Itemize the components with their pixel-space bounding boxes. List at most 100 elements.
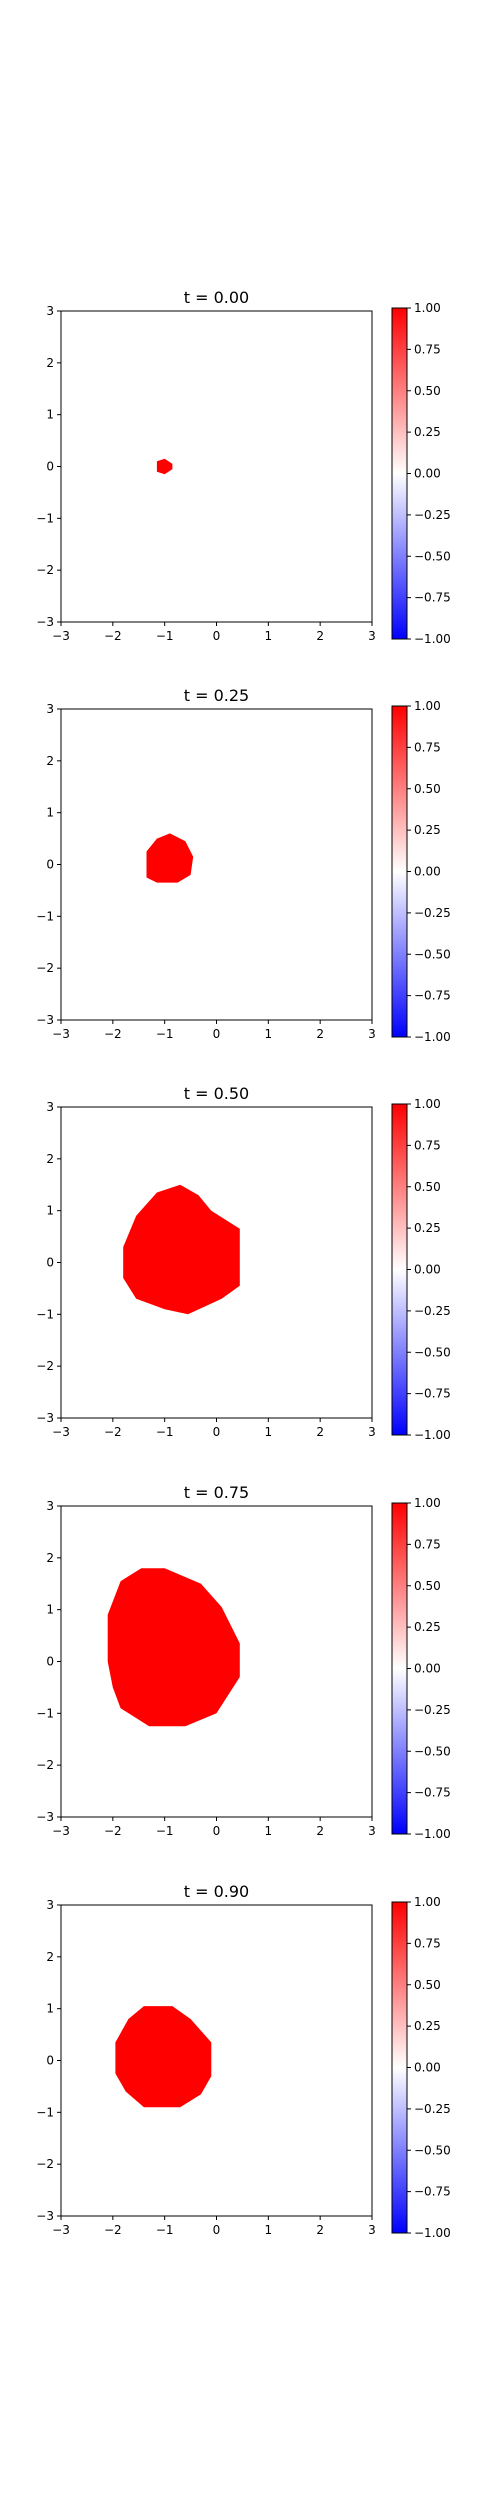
y-tick-label: 0 (46, 2054, 54, 2068)
x-tick-label: −1 (156, 629, 174, 643)
heatmap-region (115, 2006, 212, 2108)
colorbar-tick-label: 0.00 (414, 1263, 441, 1277)
y-tick-label: 2 (46, 754, 54, 768)
plot-area (61, 1905, 372, 2216)
colorbar-tick-label: −1.00 (414, 1827, 451, 1841)
x-tick-label: −3 (52, 629, 70, 643)
x-tick-label: 2 (316, 2223, 324, 2237)
y-tick-label: −1 (36, 511, 54, 525)
y-tick-label: 0 (46, 460, 54, 474)
colorbar-tick-label: 0.25 (414, 823, 441, 837)
colorbar-tick-label: 1.00 (414, 699, 441, 713)
plot-title: t = 0.50 (184, 1084, 249, 1103)
colorbar-tick-label: 0.50 (414, 1978, 441, 1992)
x-tick-label: 2 (316, 629, 324, 643)
plot-area (61, 311, 372, 622)
subplot-panel: t = 0.50 −3 −2 −1 0 1 2 3 3 2 1 0 −1 −2 −3 1.00 0.75 0.50… (36, 1084, 450, 1442)
colorbar-tick-label: −0.75 (414, 2185, 451, 2199)
plot-area (61, 709, 372, 1020)
colorbar-tick-label: 0.50 (414, 384, 441, 398)
y-tick-label: 1 (46, 408, 54, 422)
x-tick-label: 3 (368, 1425, 376, 1439)
y-tick-label: 0 (46, 1655, 54, 1669)
y-tick-label: −3 (36, 1411, 54, 1425)
x-tick-label: 2 (316, 1027, 324, 1041)
x-tick-label: −3 (52, 1425, 70, 1439)
colorbar-tick-label: 0.00 (414, 467, 441, 481)
x-tick-label: 0 (213, 629, 221, 643)
x-tick-label: 3 (368, 2223, 376, 2237)
y-tick-label: 3 (46, 1898, 54, 1912)
y-tick-label: −3 (36, 1013, 54, 1027)
y-tick-label: −1 (36, 1706, 54, 1720)
y-tick-label: 2 (46, 1950, 54, 1964)
colorbar-tick-label: −0.50 (414, 2143, 451, 2157)
colorbar-tick-label: −0.75 (414, 1786, 451, 1800)
colorbar-tick-label: −0.50 (414, 1345, 451, 1359)
heatmap-region (107, 1568, 240, 1727)
x-tick-label: −1 (156, 2223, 174, 2237)
y-tick-label: 3 (46, 304, 54, 318)
colorbar-tick-label: −1.00 (414, 1030, 451, 1044)
plot-title: t = 0.90 (184, 1882, 249, 1901)
y-tick-label: −3 (36, 615, 54, 629)
colorbar-tick-label: −0.75 (414, 989, 451, 1003)
colorbar-tick-label: 0.50 (414, 782, 441, 796)
y-tick-label: 1 (46, 1204, 54, 1218)
colorbar-tick-label: 0.25 (414, 425, 441, 439)
y-tick-label: 2 (46, 1152, 54, 1166)
x-tick-label: 1 (265, 2223, 273, 2237)
y-tick-label: −3 (36, 1810, 54, 1824)
colorbar-tick-label: 1.00 (414, 1097, 441, 1111)
x-tick-label: 2 (316, 1824, 324, 1838)
heatmap-region (146, 833, 194, 883)
colorbar (392, 1902, 407, 2233)
y-tick-label: −2 (36, 563, 54, 577)
x-tick-label: −1 (156, 1824, 174, 1838)
colorbar-tick-label: −1.00 (414, 2226, 451, 2240)
colorbar-tick-label: 0.00 (414, 2061, 441, 2075)
y-tick-label: −2 (36, 1359, 54, 1373)
colorbar-tick-label: 0.25 (414, 2019, 441, 2033)
plot-title: t = 0.00 (184, 288, 249, 307)
y-tick-label: −1 (36, 1307, 54, 1321)
x-tick-label: −3 (52, 2223, 70, 2237)
x-tick-label: −2 (104, 1027, 122, 1041)
colorbar-tick-label: 0.00 (414, 865, 441, 879)
colorbar-tick-label: 1.00 (414, 1895, 441, 1909)
colorbar-tick-label: −0.25 (414, 508, 451, 522)
plot-title: t = 0.25 (184, 686, 249, 705)
y-tick-label: −1 (36, 909, 54, 923)
x-tick-label: −2 (104, 1425, 122, 1439)
y-tick-label: −1 (36, 2105, 54, 2119)
colorbar-tick-label: 0.75 (414, 1537, 441, 1551)
y-tick-label: 3 (46, 1499, 54, 1513)
colorbar-tick-label: 0.25 (414, 1620, 441, 1634)
colorbar-tick-label: −0.25 (414, 2102, 451, 2116)
x-tick-label: 1 (265, 1027, 273, 1041)
y-tick-label: 1 (46, 2002, 54, 2016)
y-tick-label: −2 (36, 961, 54, 975)
colorbar-tick-label: −0.25 (414, 1304, 451, 1318)
colorbar-tick-label: 0.75 (414, 1936, 441, 1950)
colorbar-tick-label: −0.50 (414, 1744, 451, 1758)
x-tick-label: −1 (156, 1027, 174, 1041)
colorbar-tick-label: 0.75 (414, 342, 441, 356)
x-tick-label: 1 (265, 1824, 273, 1838)
plot-title: t = 0.75 (184, 1483, 249, 1502)
x-tick-label: 0 (213, 1824, 221, 1838)
colorbar (392, 1104, 407, 1435)
colorbar-tick-label: −0.50 (414, 549, 451, 563)
y-tick-label: 0 (46, 1256, 54, 1270)
colorbar-tick-label: −0.25 (414, 1703, 451, 1717)
x-tick-label: −3 (52, 1824, 70, 1838)
colorbar-tick-label: 0.75 (414, 740, 441, 754)
subplot-panel: t = 0.25 −3 −2 −1 0 1 2 3 3 2 1 0 −1 −2 −3 1.00 0.75 0.50… (36, 686, 450, 1044)
colorbar-tick-label: −0.50 (414, 947, 451, 961)
colorbar-tick-label: −0.75 (414, 591, 451, 605)
y-tick-label: −2 (36, 1758, 54, 1772)
x-tick-label: −3 (52, 1027, 70, 1041)
y-tick-label: 1 (46, 1603, 54, 1617)
x-tick-label: 3 (368, 1824, 376, 1838)
